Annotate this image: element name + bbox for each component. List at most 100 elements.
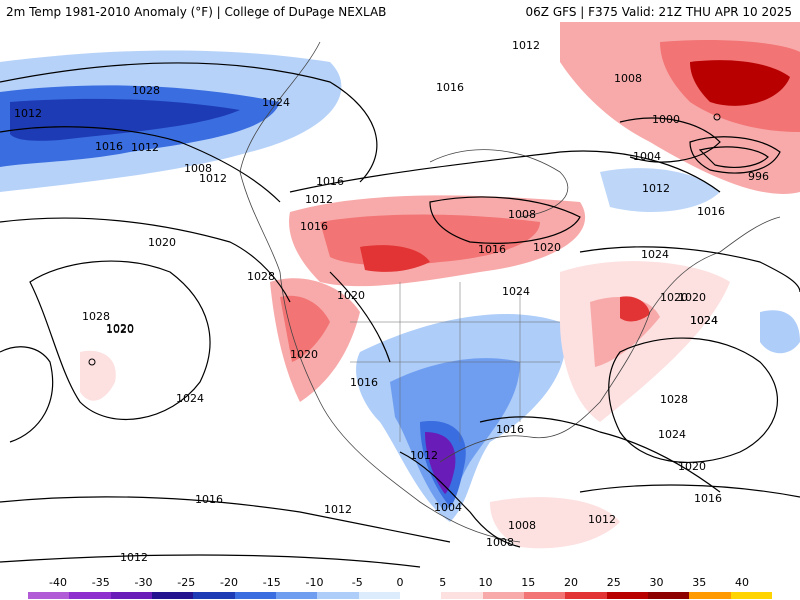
anomaly-colorbar: -40 -35 -30 -25 -20 -15 -10 -5 0 5 10 15 20 25 30 35 40 bbox=[0, 575, 800, 600]
warm-anomaly-canada-hot bbox=[360, 245, 430, 272]
isobar-label: 1020 bbox=[678, 291, 706, 304]
isobar-label: 1024 bbox=[502, 285, 530, 298]
isobar-label: 1028 bbox=[132, 84, 160, 97]
isobar-label: 1012 bbox=[120, 551, 148, 564]
cold-anomaly-atlantic bbox=[760, 310, 800, 354]
isobar-label: 1008 bbox=[614, 72, 642, 85]
coastline-gulf bbox=[439, 311, 651, 463]
coastline-hudson bbox=[429, 149, 569, 218]
isobar-label: 1024 bbox=[262, 96, 290, 109]
colorbar-tick-label: 30 bbox=[649, 576, 664, 589]
colorbar-tick-label: -10 bbox=[305, 576, 324, 589]
cold-anomaly-hudson bbox=[600, 168, 720, 212]
colorbar-segment bbox=[28, 592, 70, 599]
colorbar-tick-label: -20 bbox=[220, 576, 238, 589]
isobar-label-group: 1012 1016 1008 1000 1004 996 1012 1016 1… bbox=[14, 39, 769, 564]
isobar-label: 1020 bbox=[106, 322, 134, 335]
model-run-info: 06Z GFS | F375 Valid: 21Z THU APR 10 202… bbox=[525, 5, 792, 19]
colorbar-tick-label: 20 bbox=[564, 576, 578, 589]
isobar-label: 1024 bbox=[641, 248, 669, 261]
map-header: 2m Temp 1981-2010 Anomaly (°F) | College… bbox=[0, 0, 800, 22]
isobar-label: 1024 bbox=[690, 314, 718, 327]
isobar-label: 1020 bbox=[337, 289, 365, 302]
colorbar-segment bbox=[441, 592, 484, 599]
colorbar-segment bbox=[110, 592, 153, 599]
isobar-label: 996 bbox=[748, 170, 769, 183]
isobar-label: 1016 bbox=[195, 493, 223, 506]
isobar-label: 1012 bbox=[131, 141, 159, 154]
colorbar-segment bbox=[524, 592, 566, 599]
colorbar-tick-label: 15 bbox=[521, 576, 536, 589]
colorbar-tick-label: -30 bbox=[134, 576, 153, 589]
map-canvas: 1012 1016 1008 1000 1004 996 1012 1016 1… bbox=[0, 22, 800, 575]
isobar-label: 1024 bbox=[658, 428, 686, 441]
warm-anomaly-caribbean bbox=[490, 497, 620, 549]
isobar-label: 1016 bbox=[496, 423, 524, 436]
colorbar-segment bbox=[276, 592, 318, 599]
isobar-label: 1020 bbox=[290, 348, 318, 361]
isobar-label: 1016 bbox=[436, 81, 464, 94]
isobar-label: 1016 bbox=[697, 205, 725, 218]
colorbar-segment bbox=[152, 592, 194, 599]
warm-anomaly-west-core bbox=[280, 295, 330, 362]
isobar-label: 1012 bbox=[512, 39, 540, 52]
low-center-marker bbox=[713, 113, 721, 121]
isobar-label: 1028 bbox=[660, 393, 688, 406]
colorbar-segment bbox=[234, 592, 277, 599]
cold-anomaly-mexico-core bbox=[425, 432, 456, 494]
isobar-label: 1012 bbox=[588, 513, 616, 526]
warm-anomaly-east-hot bbox=[620, 296, 650, 322]
colorbar-tick-label: -40 bbox=[49, 576, 67, 589]
colorbar-strip bbox=[28, 592, 773, 599]
colorbar-segment bbox=[69, 592, 112, 599]
isobar-label: 1012 bbox=[199, 172, 227, 185]
isobar-label: 1016 bbox=[350, 376, 378, 389]
isobar-label: 1020 bbox=[533, 241, 561, 254]
isobar-label: 1008 bbox=[184, 162, 212, 175]
coastline-west-america bbox=[239, 41, 521, 543]
isobar-label: 1000 bbox=[652, 113, 680, 126]
colorbar-tick-label: -15 bbox=[262, 576, 281, 589]
isobar-label: 1016 bbox=[694, 492, 722, 505]
colorbar-tick-label: 10 bbox=[478, 576, 493, 589]
warm-anomaly-greenland-hot bbox=[690, 60, 790, 106]
isobar-label: 1008 bbox=[508, 519, 536, 532]
colorbar-segment bbox=[648, 592, 690, 599]
isobar-label: 1008 bbox=[508, 208, 536, 221]
isobar-label: 1020 bbox=[106, 323, 134, 336]
isobar-label: 1016 bbox=[95, 140, 123, 153]
isobar-label: 1028 bbox=[247, 270, 275, 283]
isobar-label: 1008 bbox=[486, 536, 514, 549]
isobar-label: 1020 bbox=[660, 291, 688, 304]
cold-anomaly-alaska-inner bbox=[10, 98, 240, 141]
isobar-label: 1012 bbox=[14, 107, 42, 120]
colorbar-tick-label: 25 bbox=[606, 576, 621, 589]
isobar-label: 1004 bbox=[434, 501, 462, 514]
isobar-label: 1016 bbox=[300, 220, 328, 233]
colorbar-segment bbox=[689, 592, 732, 599]
isobar-label: 1012 bbox=[410, 449, 438, 462]
isobar-label: 1012 bbox=[324, 503, 352, 516]
isobar-label: 1004 bbox=[633, 150, 661, 163]
colorbar-tick-label: 5 bbox=[439, 576, 447, 589]
isobar-label: 1012 bbox=[305, 193, 333, 206]
colorbar-segment bbox=[482, 592, 525, 599]
colorbar-segment bbox=[565, 592, 608, 599]
state-borders bbox=[350, 282, 560, 442]
isobar-label: 1020 bbox=[678, 460, 706, 473]
colorbar-tick-label: -5 bbox=[351, 576, 363, 589]
low-center-marker bbox=[88, 358, 96, 366]
colorbar-tick-label: 40 bbox=[735, 576, 749, 589]
colorbar-segment bbox=[606, 592, 649, 599]
isobar-label: 1012 bbox=[642, 182, 670, 195]
isobar-label: 1016 bbox=[316, 175, 344, 188]
map-title: 2m Temp 1981-2010 Anomaly (°F) | College… bbox=[6, 5, 387, 19]
isobar-contours bbox=[0, 62, 800, 568]
isobar-label: 1024 bbox=[690, 314, 718, 327]
colorbar-segment bbox=[730, 592, 773, 599]
colorbar-tick-label: -35 bbox=[91, 576, 110, 589]
isobar-label: 1028 bbox=[82, 310, 110, 323]
colorbar-segment bbox=[193, 592, 236, 599]
colorbar-tick-label: -25 bbox=[177, 576, 196, 589]
isobar-label: 1020 bbox=[148, 236, 176, 249]
